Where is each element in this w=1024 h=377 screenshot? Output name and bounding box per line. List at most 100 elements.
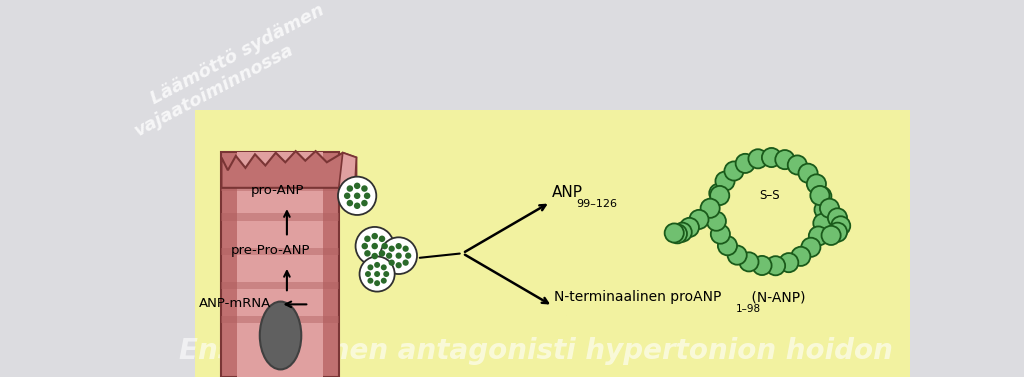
Circle shape: [827, 208, 847, 227]
Circle shape: [381, 243, 388, 249]
Bar: [221, 184, 339, 191]
Circle shape: [346, 185, 353, 192]
Circle shape: [372, 253, 378, 259]
Circle shape: [374, 280, 380, 286]
Circle shape: [395, 243, 401, 249]
Circle shape: [381, 278, 387, 284]
Circle shape: [739, 252, 759, 271]
Circle shape: [809, 227, 828, 245]
Circle shape: [374, 271, 380, 277]
Circle shape: [338, 177, 376, 215]
Circle shape: [753, 256, 772, 275]
Bar: [221, 152, 339, 377]
Circle shape: [779, 253, 799, 272]
Circle shape: [831, 216, 850, 235]
Circle shape: [365, 250, 371, 257]
Text: vajaatoiminnossa: vajaatoiminnossa: [131, 40, 297, 140]
Circle shape: [792, 247, 810, 266]
Circle shape: [374, 262, 380, 268]
Circle shape: [388, 259, 395, 266]
Text: Ensimmäinen antagonisti hypertonion hoidon: Ensimmäinen antagonisti hypertonion hoid…: [179, 337, 893, 365]
Text: ANP-mRNA: ANP-mRNA: [199, 297, 271, 310]
Circle shape: [807, 174, 826, 193]
Circle shape: [361, 243, 368, 249]
Text: Läämöttö sydämen: Läämöttö sydämen: [147, 1, 327, 108]
Text: pre-Pro-ANP: pre-Pro-ANP: [231, 244, 310, 257]
Circle shape: [346, 200, 353, 206]
Circle shape: [368, 278, 374, 284]
Text: N-terminaalinen proANP: N-terminaalinen proANP: [554, 290, 722, 304]
Circle shape: [716, 172, 734, 191]
Circle shape: [402, 259, 409, 266]
Text: S–S: S–S: [760, 189, 780, 202]
Circle shape: [814, 200, 834, 219]
Circle shape: [710, 186, 729, 205]
Circle shape: [354, 182, 360, 189]
Circle shape: [810, 186, 829, 205]
Circle shape: [827, 223, 847, 242]
Circle shape: [365, 236, 371, 242]
Circle shape: [787, 155, 807, 175]
Circle shape: [361, 200, 368, 206]
Circle shape: [380, 237, 417, 274]
Circle shape: [724, 161, 743, 181]
Polygon shape: [221, 151, 356, 188]
Circle shape: [372, 233, 378, 239]
Circle shape: [402, 245, 409, 252]
Bar: [238, 152, 323, 377]
Circle shape: [700, 199, 720, 218]
Circle shape: [365, 271, 371, 277]
Circle shape: [711, 225, 730, 244]
Text: pro-ANP: pro-ANP: [251, 184, 304, 197]
Circle shape: [383, 271, 389, 277]
Polygon shape: [339, 153, 356, 188]
Circle shape: [395, 253, 401, 259]
Circle shape: [665, 224, 684, 242]
Text: 1–98: 1–98: [736, 303, 762, 314]
Circle shape: [710, 184, 728, 203]
Circle shape: [718, 236, 737, 255]
Bar: [221, 213, 339, 221]
Circle shape: [364, 193, 371, 199]
Circle shape: [395, 262, 401, 268]
Circle shape: [359, 256, 394, 291]
Circle shape: [689, 210, 709, 229]
Circle shape: [820, 199, 839, 218]
Bar: [221, 316, 339, 323]
Circle shape: [381, 264, 387, 270]
Circle shape: [368, 264, 374, 270]
Circle shape: [735, 154, 755, 173]
Circle shape: [799, 164, 817, 183]
Circle shape: [813, 214, 833, 233]
Circle shape: [386, 253, 392, 259]
Circle shape: [762, 148, 781, 167]
Circle shape: [372, 243, 378, 249]
Text: 99–126: 99–126: [577, 199, 617, 209]
Circle shape: [406, 253, 412, 259]
Circle shape: [673, 223, 692, 242]
Circle shape: [812, 187, 831, 206]
FancyBboxPatch shape: [196, 110, 909, 377]
Circle shape: [354, 193, 360, 199]
Circle shape: [821, 226, 841, 245]
Ellipse shape: [260, 302, 301, 369]
Circle shape: [379, 250, 385, 257]
Bar: [221, 248, 339, 255]
Text: (N-ANP): (N-ANP): [746, 290, 805, 304]
Bar: [221, 282, 339, 289]
Text: ANP: ANP: [552, 185, 583, 201]
Circle shape: [388, 245, 395, 252]
Circle shape: [707, 211, 726, 231]
Circle shape: [749, 149, 768, 169]
Circle shape: [379, 236, 385, 242]
Circle shape: [344, 193, 350, 199]
Circle shape: [680, 218, 699, 237]
Circle shape: [354, 202, 360, 209]
Circle shape: [766, 256, 785, 275]
Circle shape: [355, 227, 394, 265]
Circle shape: [802, 238, 820, 257]
Circle shape: [361, 185, 368, 192]
Circle shape: [775, 150, 795, 169]
Circle shape: [668, 224, 687, 244]
Circle shape: [728, 245, 746, 265]
